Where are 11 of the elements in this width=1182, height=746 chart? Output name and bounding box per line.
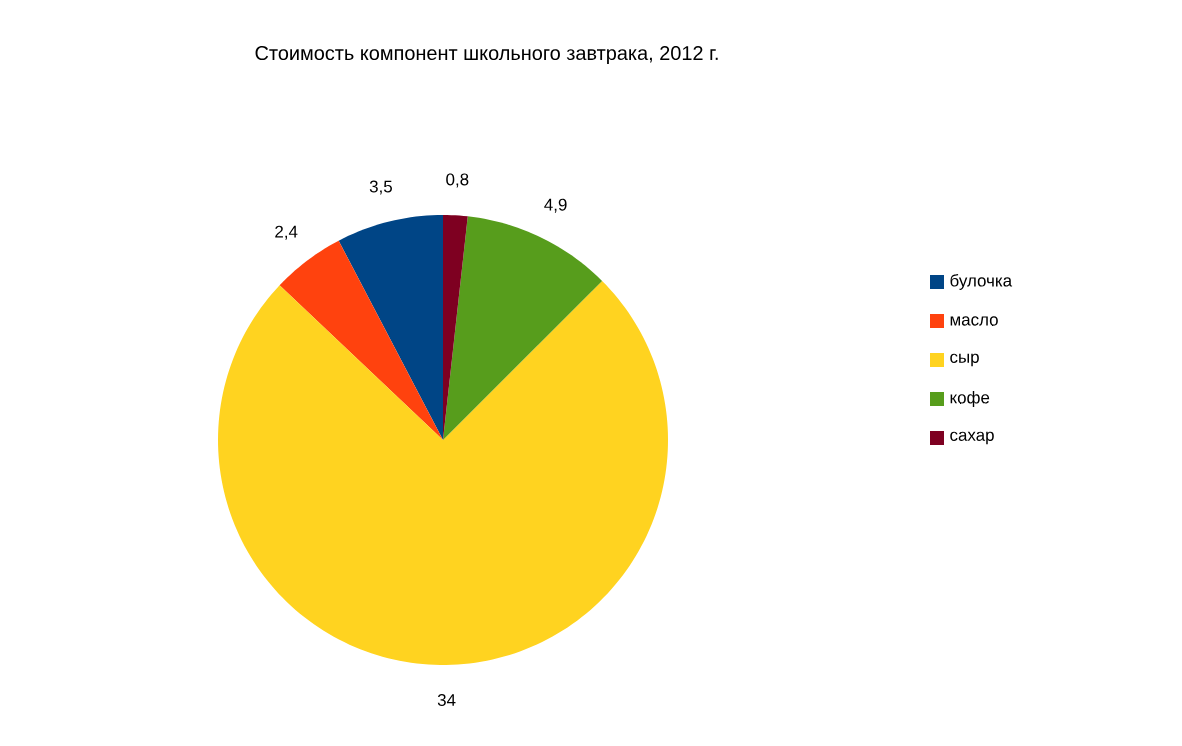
data-label: 34	[437, 693, 456, 706]
legend-label: масло	[950, 316, 998, 326]
legend-label: сахар	[950, 431, 994, 445]
legend-label: булочка	[950, 274, 1013, 290]
data-label: 0,8	[446, 173, 469, 188]
data-label: 4,9	[544, 198, 567, 213]
legend-label: кофе	[950, 391, 990, 407]
data-label: 3,5	[369, 180, 392, 195]
data-label: 2,4	[275, 225, 298, 240]
legend-label: сыр	[950, 353, 979, 367]
chart-title: Стоимость компонент школьного завтрака, 2012 г.	[255, 45, 718, 65]
